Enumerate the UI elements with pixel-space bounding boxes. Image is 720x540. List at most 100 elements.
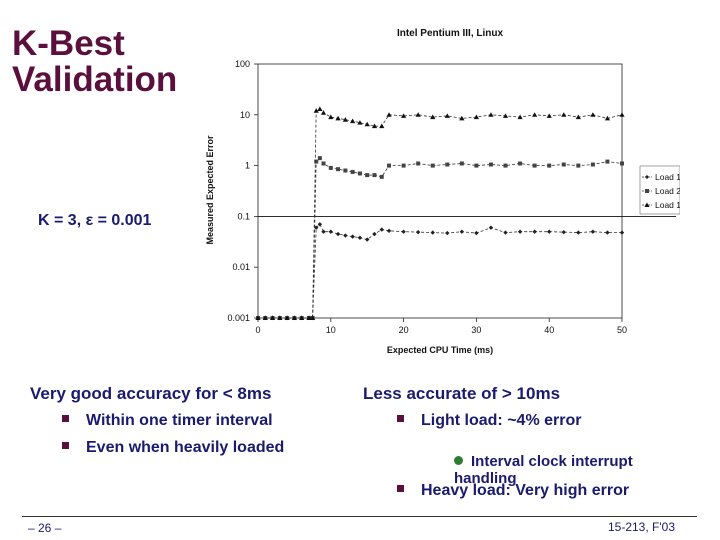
data-point (459, 161, 464, 166)
data-point (619, 230, 625, 235)
course-label: 15-213, F'03 (607, 520, 675, 534)
data-point (620, 161, 624, 166)
data-point (561, 162, 566, 167)
x-tick-label: 30 (471, 325, 481, 335)
error-chart: Intel Pentium III, Linux Measured Expect… (205, 28, 680, 355)
y-tick-label: 0.001 (227, 313, 250, 323)
data-point (306, 315, 312, 320)
data-point (444, 113, 450, 118)
left-heading: Very good accuracy for < 8ms (30, 384, 272, 403)
circle-bullet-icon (454, 456, 463, 465)
data-point (590, 229, 596, 234)
data-point (430, 163, 435, 168)
right-bullet-1-text: Light load: ~4% error (421, 412, 582, 429)
legend-marker (645, 189, 649, 193)
data-point (503, 230, 508, 235)
data-point (575, 114, 581, 120)
legend-marker (644, 202, 650, 207)
chart-x-label: Expected CPU Time (ms) (387, 345, 493, 355)
data-point (488, 225, 494, 230)
plot-area: 0.001 0.01 0.1 1 10 100 0 10 20 30 40 50 (227, 59, 676, 335)
data-point (401, 113, 407, 118)
left-bullet-2-text: Even when heavily loaded (86, 439, 285, 456)
data-point (365, 237, 370, 242)
y-tick-label: 100 (235, 59, 250, 69)
data-point (605, 159, 610, 164)
data-point (343, 168, 348, 173)
data-point (474, 230, 479, 236)
data-point (517, 114, 523, 120)
data-point (317, 156, 322, 161)
data-point (321, 229, 326, 234)
data-point (386, 228, 392, 234)
data-point (317, 222, 323, 227)
data-point (336, 167, 341, 172)
data-point (328, 229, 333, 234)
data-point (277, 315, 283, 320)
data-point (269, 315, 276, 320)
data-point (313, 108, 319, 113)
chart-y-label: Measured Expected Error (205, 135, 215, 245)
chart-title: Intel Pentium III, Linux (397, 28, 504, 39)
left-bullet-2: Even when heavily loaded (62, 439, 284, 457)
data-point (445, 162, 450, 167)
x-tick-label: 50 (617, 325, 627, 335)
data-point (590, 162, 595, 167)
data-point (415, 112, 421, 117)
data-point (401, 163, 406, 168)
chart-legend: Load 1 Load 2 Load 11 (639, 165, 680, 215)
data-point (321, 161, 326, 166)
data-point (379, 227, 384, 232)
data-point (459, 229, 465, 234)
data-point (430, 230, 435, 235)
data-point (357, 171, 362, 176)
footer-divider (22, 516, 697, 517)
data-point (590, 112, 596, 117)
page-number: – 26 – (28, 521, 62, 535)
left-bullet-1: Within one timer interval (62, 412, 273, 430)
square-bullet-icon (62, 415, 69, 423)
data-point (357, 120, 363, 125)
x-tick-label: 20 (399, 325, 409, 335)
slide-title: K-Best Validation (12, 24, 178, 99)
data-point (255, 315, 261, 320)
data-point (503, 163, 508, 168)
data-point (518, 161, 523, 166)
right-sub-bullet-text: Interval clock interrupt handling (454, 453, 633, 487)
data-point (291, 315, 297, 320)
right-bullet-2: Heavy load: Very high error (397, 482, 629, 500)
k-epsilon-label: K = 3, ε = 0.001 (38, 212, 152, 229)
data-point (386, 112, 392, 117)
data-point (284, 315, 290, 320)
data-point (532, 229, 537, 234)
data-point (314, 225, 319, 230)
data-point (314, 159, 319, 164)
data-point (488, 112, 494, 117)
data-point (343, 233, 348, 238)
data-point (430, 114, 436, 120)
legend-label: Load 11 (655, 200, 680, 210)
data-point (364, 121, 370, 127)
data-point (372, 173, 377, 178)
x-tick-label: 40 (544, 325, 554, 335)
data-point (561, 229, 566, 235)
data-point (561, 112, 567, 117)
data-point (335, 115, 341, 121)
data-point (299, 315, 305, 320)
data-point (357, 235, 363, 240)
y-tick-label: 0.01 (232, 262, 250, 272)
data-point (379, 174, 384, 179)
data-point (310, 315, 316, 320)
data-point (350, 169, 355, 174)
legend-marker (645, 175, 649, 179)
data-point (320, 110, 327, 115)
plot-frame (257, 63, 623, 319)
y-tick-label: 0.1 (237, 211, 250, 221)
data-point (547, 163, 552, 168)
square-bullet-icon (397, 485, 404, 493)
data-point (619, 112, 625, 117)
data-point (532, 163, 537, 168)
square-bullet-icon (62, 442, 69, 450)
data-point (371, 123, 378, 129)
y-tick-label: 1 (245, 161, 250, 171)
